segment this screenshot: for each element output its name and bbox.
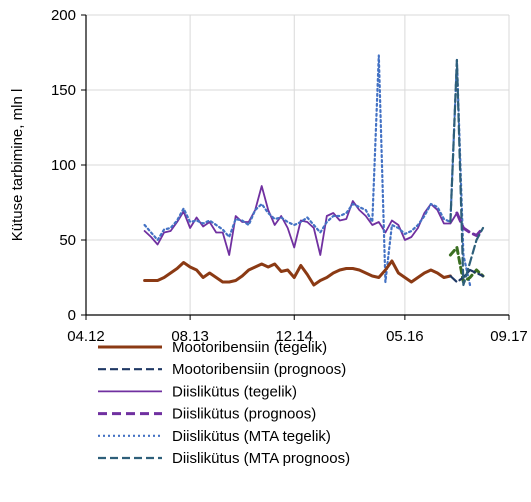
legend-entry-label: Mootoribensiin (prognoos) (172, 361, 346, 378)
x-tick-label: 09.17 (490, 328, 528, 345)
legend-entry-label: Diislikütus (tegelik) (172, 383, 297, 400)
series-line-2 (143, 185, 458, 256)
y-tick-label: 100 (51, 157, 76, 174)
series-line-1 (449, 268, 485, 284)
series-line-6 (448, 246, 485, 284)
y-tick-label: 0 (68, 307, 76, 324)
x-tick-label: 04.12 (67, 328, 105, 345)
x-tick-label: 05.16 (386, 328, 424, 345)
x-tick-label: 08.13 (171, 328, 209, 345)
y-axis-label: Kütuse tarbimine, mln l (9, 89, 26, 242)
legend-entry-label: Mootoribensiin (tegelik) (172, 339, 327, 356)
legend-entry-label: Diislikütus (prognoos) (172, 406, 316, 423)
series-line-0 (143, 259, 452, 287)
axes (81, 14, 510, 320)
series-layer (143, 54, 485, 287)
y-tick-label: 50 (59, 232, 76, 249)
tick-labels: 0 50 100 150 200 04.12 08.13 12.14 05.16 09.17 (51, 7, 528, 345)
series-line-4 (143, 54, 472, 287)
series-line-5 (449, 58, 485, 287)
x-tick-label: 12.14 (275, 328, 313, 345)
legend: Mootoribensiin (tegelik) Mootoribensiin (… (98, 339, 350, 467)
gridlines (86, 14, 510, 315)
legend-entry-label: Diislikütus (MTA prognoos) (172, 450, 350, 467)
legend-entry-label: Diislikütus (MTA tegelik) (172, 428, 331, 445)
series-line-3 (455, 211, 485, 237)
y-tick-label: 150 (51, 82, 76, 99)
y-tick-label: 200 (51, 7, 76, 24)
